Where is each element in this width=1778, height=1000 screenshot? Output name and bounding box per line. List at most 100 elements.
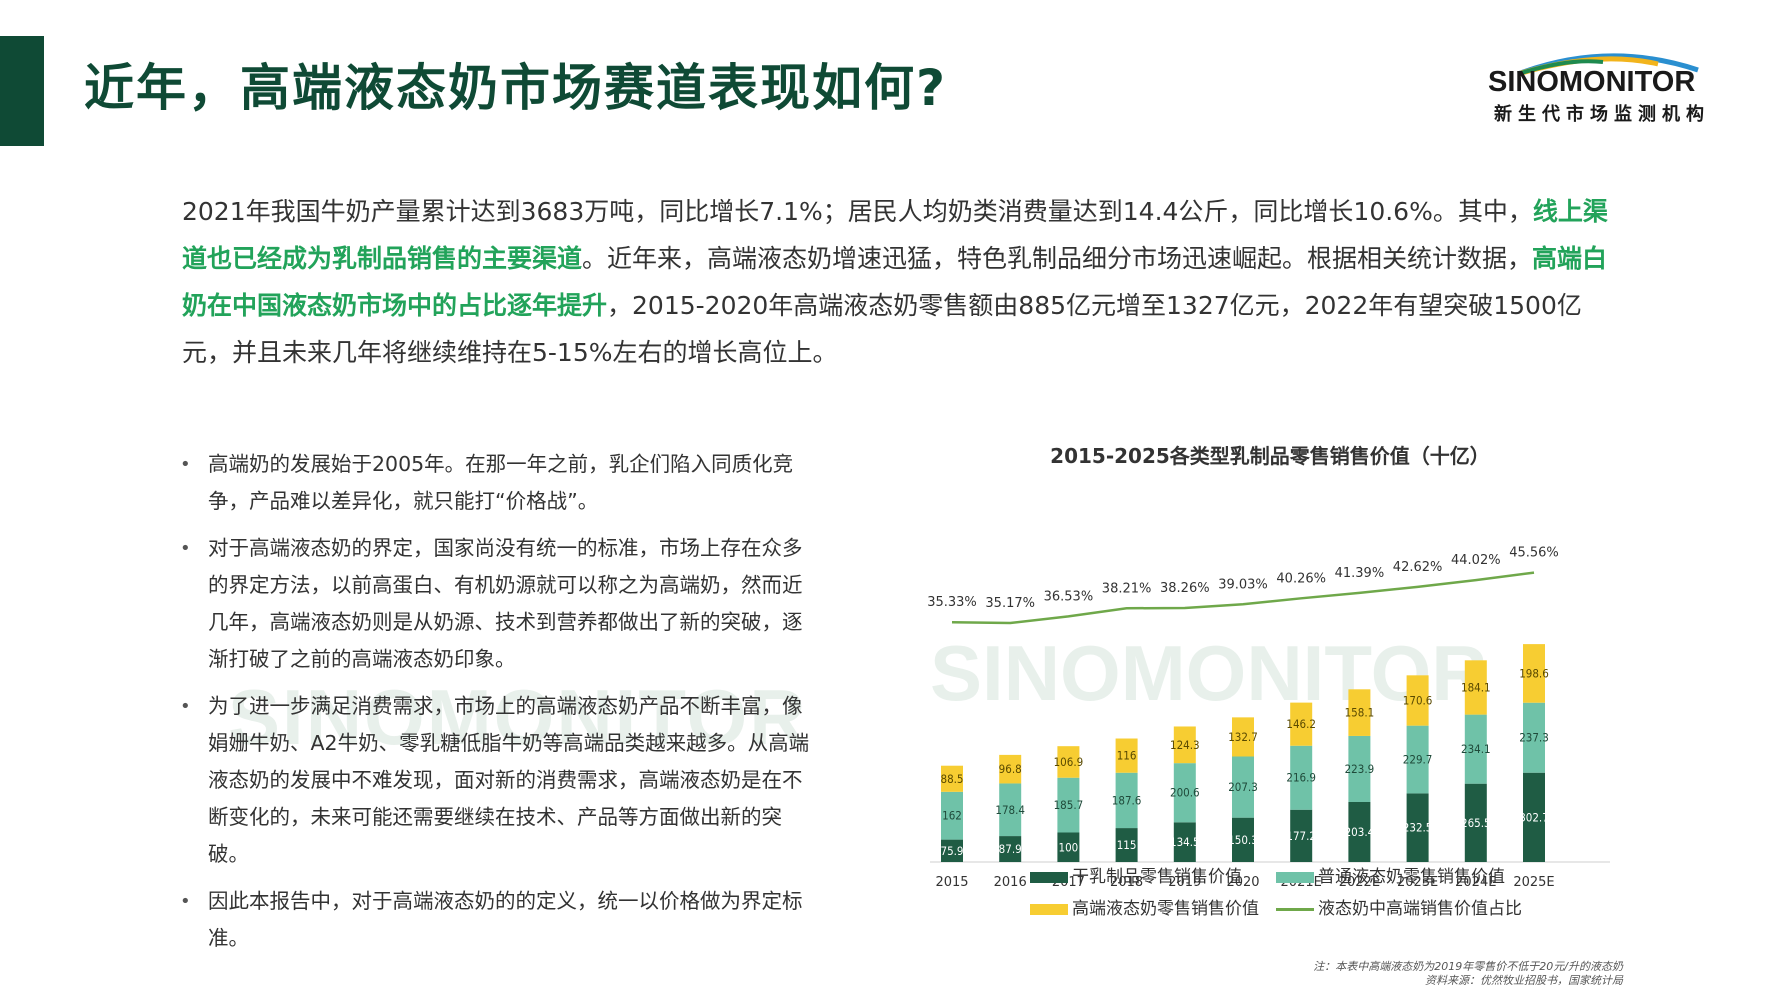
bar-regular-2019 bbox=[1173, 763, 1196, 823]
legend-item-regular: 普通液态奶零售销售价值 bbox=[1276, 862, 1505, 887]
legend-swatch-dry bbox=[1030, 871, 1068, 883]
label-premium-2024E: 184.1 bbox=[1461, 680, 1491, 694]
share-label-2023E: 42.62% bbox=[1393, 560, 1443, 575]
bar-dry-2023E bbox=[1406, 793, 1429, 862]
footnote-source: 资料来源：优然牧业招股书，国家统计局 bbox=[1425, 974, 1623, 987]
label-premium-2018: 116 bbox=[1117, 749, 1137, 763]
label-dry-2021E: 177.2 bbox=[1286, 829, 1316, 843]
bar-regular-2020 bbox=[1232, 756, 1254, 818]
retail-value-chart: 2015-2025各类型乳制品零售销售价值（十亿） SINOMONITOR 75.… bbox=[910, 440, 1630, 960]
bar-regular-2022E bbox=[1348, 735, 1371, 802]
bar-premium-2022E bbox=[1348, 689, 1371, 736]
intro-highlight-1: 线上渠道也已经成为乳制品销售的主要渠道 bbox=[182, 197, 1608, 273]
bar-dry-2025E bbox=[1523, 772, 1545, 862]
bar-regular-2018 bbox=[1115, 772, 1138, 829]
label-regular-2020: 207.3 bbox=[1228, 780, 1258, 794]
label-regular-2017: 185.7 bbox=[1054, 798, 1084, 812]
bar-dry-2022E bbox=[1348, 801, 1371, 862]
label-premium-2021E: 146.2 bbox=[1286, 717, 1316, 731]
x-tick-2016: 2016 bbox=[994, 875, 1027, 890]
legend-label-regular: 普通液态奶零售销售价值 bbox=[1318, 867, 1505, 887]
bar-regular-2016 bbox=[999, 783, 1022, 837]
bar-dry-2021E bbox=[1290, 809, 1313, 862]
share-label-2016: 35.17% bbox=[985, 596, 1035, 611]
bar-regular-2015 bbox=[941, 791, 963, 840]
x-tick-2020: 2020 bbox=[1226, 875, 1259, 890]
bar-dry-2018 bbox=[1115, 828, 1138, 862]
share-label-2020: 39.03% bbox=[1218, 577, 1268, 592]
legend-line-share bbox=[1276, 907, 1314, 911]
bar-regular-2023E bbox=[1406, 725, 1429, 794]
label-dry-2019: 134.5 bbox=[1170, 835, 1200, 849]
legend-label-share: 液态奶中高端销售价值占比 bbox=[1318, 899, 1522, 919]
label-dry-2015: 75.9 bbox=[940, 844, 963, 858]
bullet-list: 高端奶的发展始于2005年。在那一年之前，乳企们陷入同质化竞争，产品难以差异化，… bbox=[180, 446, 820, 967]
bar-dry-2017 bbox=[1057, 832, 1080, 862]
bar-premium-2015 bbox=[941, 765, 963, 792]
logo-subtitle: 新生代市场监测机构 bbox=[1494, 104, 1710, 125]
bullet-item: 对于高端液态奶的界定，国家尚没有统一的标准，市场上存在众多的界定方法，以前高蛋白… bbox=[180, 530, 820, 678]
bar-dry-2024E bbox=[1464, 783, 1487, 862]
legend-swatch-regular bbox=[1276, 871, 1314, 883]
title-accent-bar bbox=[0, 36, 44, 146]
label-premium-2017: 106.9 bbox=[1054, 755, 1084, 769]
chart-footnote: 注：本表中高端液态奶为2019年零售价不低于20元/升的液态奶 资料来源：优然牧… bbox=[1313, 960, 1623, 988]
label-regular-2019: 200.6 bbox=[1170, 786, 1200, 800]
bar-dry-2016 bbox=[999, 836, 1022, 862]
legend-item-premium: 高端液态奶零售销售价值 bbox=[1030, 894, 1259, 919]
legend-swatch-premium bbox=[1030, 903, 1068, 915]
share-label-2025E: 45.56% bbox=[1509, 546, 1559, 561]
label-regular-2023E: 229.7 bbox=[1403, 753, 1433, 767]
bar-premium-2017 bbox=[1057, 746, 1080, 778]
bar-premium-2021E bbox=[1290, 702, 1313, 746]
chart-plot: SINOMONITOR 75.9 162 88.5 2015 87.9 178.4 96.8 2… bbox=[927, 546, 1610, 890]
share-line bbox=[951, 571, 1535, 625]
label-dry-2024E: 265.5 bbox=[1461, 816, 1491, 830]
bar-premium-2016 bbox=[999, 754, 1022, 784]
label-premium-2020: 132.7 bbox=[1228, 730, 1258, 744]
label-premium-2016: 96.8 bbox=[999, 762, 1022, 776]
label-dry-2016: 87.9 bbox=[999, 842, 1022, 856]
label-regular-2015: 162 bbox=[942, 809, 962, 823]
logo-arc-icon bbox=[1517, 53, 1699, 76]
x-tick-2018: 2018 bbox=[1110, 875, 1143, 890]
intro-text-1: 2021年我国牛奶产量累计达到3683万吨，同比增长7.1%；居民人均奶类消费量… bbox=[182, 197, 1533, 226]
share-label-2021E: 40.26% bbox=[1276, 571, 1326, 586]
share-label-2022E: 41.39% bbox=[1335, 566, 1385, 581]
label-regular-2022E: 223.9 bbox=[1345, 762, 1375, 776]
bar-regular-2024E bbox=[1464, 714, 1487, 784]
page-title: 近年，高端液态奶市场赛道表现如何? bbox=[84, 59, 948, 117]
bullet-item: 高端奶的发展始于2005年。在那一年之前，乳企们陷入同质化竞争，产品难以差异化，… bbox=[180, 446, 820, 520]
share-label-2019: 38.26% bbox=[1160, 581, 1210, 596]
label-premium-2015: 88.5 bbox=[940, 772, 963, 786]
bar-regular-2025E bbox=[1523, 702, 1545, 773]
bar-premium-2025E bbox=[1523, 644, 1545, 703]
legend-label-premium: 高端液态奶零售销售价值 bbox=[1072, 899, 1259, 919]
bullet-item: 因此本报告中，对于高端液态奶的的定义，统一以价格做为界定标准。 bbox=[180, 883, 820, 957]
intro-text-3: ，2015-2020年高端液态奶零售额由885亿元增至1327亿元，2022年有… bbox=[182, 291, 1582, 367]
bar-dry-2019 bbox=[1173, 822, 1196, 862]
label-dry-2020: 150.3 bbox=[1228, 833, 1258, 847]
label-premium-2023E: 170.6 bbox=[1403, 693, 1433, 707]
logo-brand-text: SINOMONITOR bbox=[1488, 66, 1696, 98]
legend-item-dry: 干乳制品零售销售价值 bbox=[1030, 862, 1242, 887]
label-regular-2024E: 234.1 bbox=[1461, 742, 1491, 756]
share-label-2018: 38.21% bbox=[1102, 581, 1152, 596]
bar-premium-2019 bbox=[1173, 726, 1196, 764]
bar-dry-2020 bbox=[1232, 817, 1254, 862]
label-regular-2016: 178.4 bbox=[995, 803, 1025, 817]
bar-premium-2018 bbox=[1115, 738, 1138, 773]
label-premium-2019: 124.3 bbox=[1170, 738, 1200, 752]
bar-dry-2015 bbox=[941, 839, 963, 862]
label-regular-2018: 187.6 bbox=[1112, 793, 1142, 807]
intro-paragraph: 2021年我国牛奶产量累计达到3683万吨，同比增长7.1%；居民人均奶类消费量… bbox=[182, 188, 1612, 376]
intro-text-2: 。近年来，高端液态奶增速迅猛，特色乳制品细分市场迅速崛起。根据相关统计数据， bbox=[582, 244, 1533, 273]
bar-regular-2017 bbox=[1057, 777, 1080, 833]
label-premium-2022E: 158.1 bbox=[1345, 706, 1375, 720]
label-dry-2018: 115 bbox=[1117, 838, 1137, 852]
share-label-2015: 35.33% bbox=[927, 595, 977, 610]
label-regular-2021E: 216.9 bbox=[1286, 771, 1316, 785]
chart-title: 2015-2025各类型乳制品零售销售价值（十亿） bbox=[1050, 444, 1490, 468]
x-tick-2015: 2015 bbox=[935, 875, 968, 890]
bar-premium-2020 bbox=[1232, 717, 1254, 757]
